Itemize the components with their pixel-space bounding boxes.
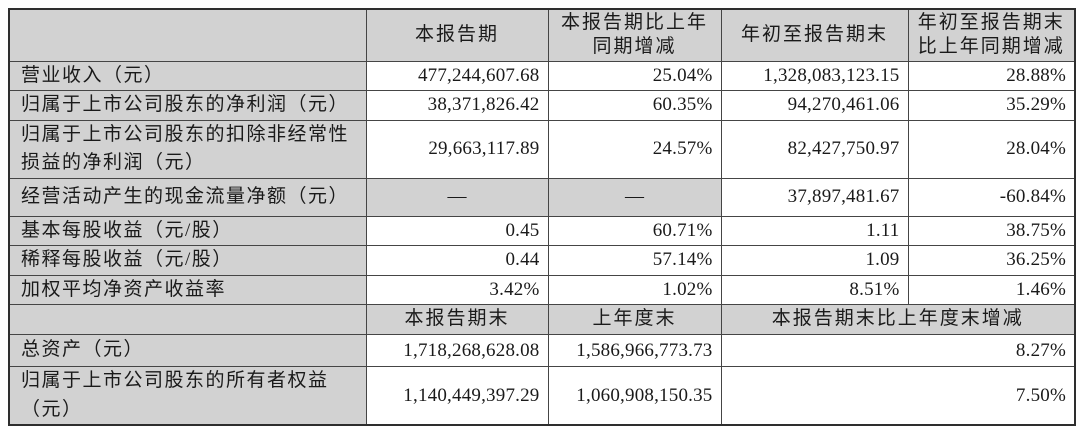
cell-prev-year-end: 1,060,908,150.35: [547, 366, 722, 426]
cell-current-period: 477,244,607.68: [365, 60, 549, 91]
table-row-total-assets: 总资产（元） 1,718,268,628.08 1,586,966,773.73…: [8, 334, 1076, 367]
row-label: 稀释每股收益（元/股）: [8, 245, 367, 276]
header-current-period-yoy: 本报告期比上年 同期增减: [547, 8, 722, 62]
table-row-revenue: 营业收入（元） 477,244,607.68 25.04% 1,328,083,…: [8, 60, 1076, 91]
cell-ytd: 1,328,083,123.15: [720, 60, 909, 91]
header-period-end: 本报告期末: [365, 304, 549, 335]
header-current-period: 本报告期: [365, 8, 549, 62]
key-financial-data-table-wrap: 本报告期 本报告期比上年 同期增减 年初至报告期末 年初至报告期末 比上年同期增…: [8, 8, 1076, 426]
table-row-net-profit: 归属于上市公司股东的净利润（元） 38,371,826.42 60.35% 94…: [8, 90, 1076, 121]
cell-current-period: 0.44: [365, 245, 549, 276]
table-row-operating-cash-flow: 经营活动产生的现金流量净额（元） — — 37,897,481.67 -60.8…: [8, 177, 1076, 217]
cell-ytd: 82,427,750.97: [720, 119, 909, 179]
table-row-diluted-eps: 稀释每股收益（元/股） 0.44 57.14% 1.09 36.25%: [8, 245, 1076, 276]
cell-change: 7.50%: [720, 366, 1076, 426]
cell-current-period-dash: —: [365, 177, 549, 217]
table-row-net-profit-excl-nonrecurring: 归属于上市公司股东的扣除非经常性 损益的净利润（元） 29,663,117.89…: [8, 119, 1076, 179]
header-ytd-yoy: 年初至报告期末 比上年同期增减: [907, 8, 1076, 62]
cell-current-period-yoy: 60.71%: [547, 215, 722, 246]
cell-ytd: 8.51%: [720, 274, 909, 305]
header-prev-year-end: 上年度末: [547, 304, 722, 335]
cell-current-period-yoy: 1.02%: [547, 274, 722, 305]
row-label: 归属于上市公司股东的所有者权益 （元）: [8, 366, 367, 426]
header-blank-cell: [8, 8, 367, 62]
cell-ytd: 37,897,481.67: [720, 177, 909, 217]
table-row-basic-eps: 基本每股收益（元/股） 0.45 60.71% 1.11 38.75%: [8, 215, 1076, 246]
cell-current-period: 0.45: [365, 215, 549, 246]
bottom-header-row: 本报告期末 上年度末 本报告期末比上年度末增减: [8, 304, 1076, 335]
table-row-weighted-avg-roe: 加权平均净资产收益率 3.42% 1.02% 8.51% 1.46%: [8, 274, 1076, 305]
header-blank-cell: [8, 304, 367, 335]
row-label: 营业收入（元）: [8, 60, 367, 91]
row-label: 经营活动产生的现金流量净额（元）: [8, 177, 367, 217]
top-header-row: 本报告期 本报告期比上年 同期增减 年初至报告期末 年初至报告期末 比上年同期增…: [8, 8, 1076, 62]
cell-ytd-yoy: -60.84%: [907, 177, 1076, 217]
cell-current-period-yoy: 57.14%: [547, 245, 722, 276]
header-period-end-vs-prev: 本报告期末比上年度末增减: [720, 304, 1076, 335]
cell-current-period-yoy-dash: —: [547, 177, 722, 217]
cell-current-period-yoy: 25.04%: [547, 60, 722, 91]
cell-ytd-yoy: 36.25%: [907, 245, 1076, 276]
cell-current-period: 38,371,826.42: [365, 90, 549, 121]
cell-change: 8.27%: [720, 334, 1076, 367]
cell-ytd-yoy: 35.29%: [907, 90, 1076, 121]
row-label: 归属于上市公司股东的扣除非经常性 损益的净利润（元）: [8, 119, 367, 179]
row-label: 基本每股收益（元/股）: [8, 215, 367, 246]
cell-current-period: 29,663,117.89: [365, 119, 549, 179]
cell-period-end: 1,140,449,397.29: [365, 366, 549, 426]
cell-current-period-yoy: 60.35%: [547, 90, 722, 121]
cell-ytd-yoy: 28.88%: [907, 60, 1076, 91]
cell-ytd: 94,270,461.06: [720, 90, 909, 121]
cell-current-period: 3.42%: [365, 274, 549, 305]
key-financial-data-table: 本报告期 本报告期比上年 同期增减 年初至报告期末 年初至报告期末 比上年同期增…: [8, 8, 1076, 426]
cell-ytd-yoy: 28.04%: [907, 119, 1076, 179]
cell-ytd: 1.11: [720, 215, 909, 246]
cell-ytd-yoy: 1.46%: [907, 274, 1076, 305]
header-ytd: 年初至报告期末: [720, 8, 909, 62]
row-label: 加权平均净资产收益率: [8, 274, 367, 305]
cell-current-period-yoy: 24.57%: [547, 119, 722, 179]
row-label: 归属于上市公司股东的净利润（元）: [8, 90, 367, 121]
table-row-shareholders-equity: 归属于上市公司股东的所有者权益 （元） 1,140,449,397.29 1,0…: [8, 366, 1076, 426]
cell-period-end: 1,718,268,628.08: [365, 334, 549, 367]
cell-prev-year-end: 1,586,966,773.73: [547, 334, 722, 367]
cell-ytd: 1.09: [720, 245, 909, 276]
cell-ytd-yoy: 38.75%: [907, 215, 1076, 246]
row-label: 总资产（元）: [8, 334, 367, 367]
